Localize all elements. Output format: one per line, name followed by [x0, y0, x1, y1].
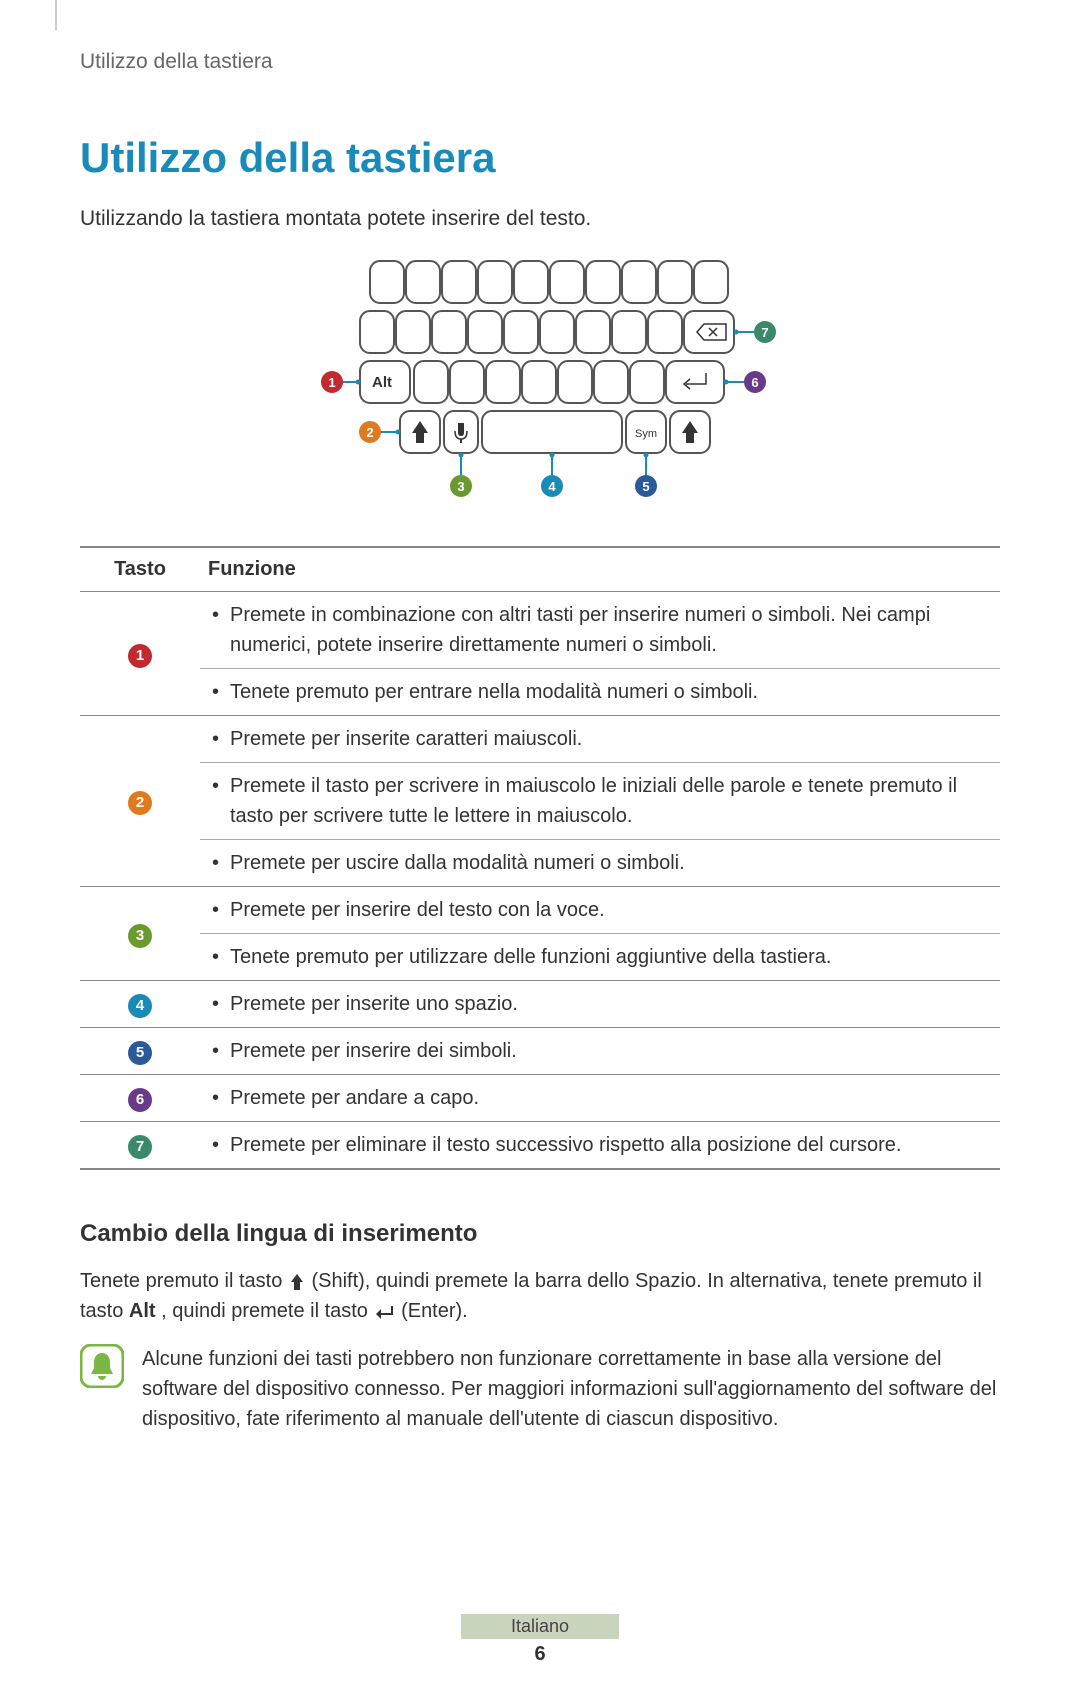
keyboard-svg: Alt Sym 1 2 3 4 5 6 7	[300, 256, 780, 516]
svg-text:2: 2	[366, 425, 373, 440]
func-item: Premete per inserite uno spazio.	[200, 981, 1000, 1027]
func-item: Premete per uscire dalla modalità numeri…	[200, 840, 1000, 886]
func-cell: Premete per inserite uno spazio.	[200, 981, 1000, 1028]
bell-note-icon	[80, 1344, 124, 1388]
func-cell: Premete in combinazione con altri tasti …	[200, 592, 1000, 716]
func-item: Premete per inserire dei simboli.	[200, 1028, 1000, 1074]
callout-badge-3: 3	[128, 924, 152, 948]
key-function-table: Tasto Funzione 1 Premete in combinazione …	[80, 546, 1000, 1170]
callout-badge-5: 5	[128, 1041, 152, 1065]
table-row: 7 Premete per eliminare il testo successi…	[80, 1122, 1000, 1170]
svg-text:7: 7	[761, 325, 768, 340]
table-row: 5 Premete per inserire dei simboli.	[80, 1028, 1000, 1075]
badge-cell: 4	[80, 981, 200, 1028]
page-title: Utilizzo della tastiera	[80, 134, 1000, 182]
footer-language: Italiano	[461, 1614, 619, 1639]
badge-cell: 2	[80, 716, 200, 887]
table-row: 3 Premete per inserire del testo con la v…	[80, 887, 1000, 981]
func-cell: Premete per inserire dei simboli.	[200, 1028, 1000, 1075]
th-key: Tasto	[80, 547, 200, 592]
svg-text:3: 3	[457, 479, 464, 494]
table-row: 2 Premete per inserite caratteri maiuscol…	[80, 716, 1000, 887]
keyboard-diagram: Alt Sym 1 2 3 4 5 6 7	[80, 256, 1000, 516]
func-item: Premete in combinazione con altri tasti …	[200, 592, 1000, 669]
table-row: 1 Premete in combinazione con altri tasti…	[80, 592, 1000, 716]
para-part4: (Enter).	[401, 1300, 468, 1322]
badge-cell: 7	[80, 1122, 200, 1170]
svg-text:6: 6	[751, 375, 758, 390]
func-item: Premete per andare a capo.	[200, 1075, 1000, 1121]
badge-cell: 5	[80, 1028, 200, 1075]
func-item: Premete il tasto per scrivere in maiusco…	[200, 763, 1000, 840]
page-footer: Italiano 6	[80, 1614, 1000, 1666]
func-cell: Premete per eliminare il testo successiv…	[200, 1122, 1000, 1170]
callout-badge-2: 2	[128, 791, 152, 815]
shift-icon	[290, 1273, 304, 1291]
callout-badge-6: 6	[128, 1088, 152, 1112]
th-func: Funzione	[200, 547, 1000, 592]
func-item: Premete per inserite caratteri maiuscoli…	[200, 716, 1000, 763]
callout-badge-4: 4	[128, 994, 152, 1018]
enter-icon	[376, 1304, 394, 1320]
section2-paragraph: Tenete premuto il tasto (Shift), quindi …	[80, 1266, 1000, 1326]
svg-text:4: 4	[548, 479, 556, 494]
func-cell: Premete per inserite caratteri maiuscoli…	[200, 716, 1000, 887]
alt-word: Alt	[129, 1300, 156, 1322]
breadcrumb: Utilizzo della tastiera	[80, 50, 1000, 74]
svg-text:5: 5	[642, 479, 649, 494]
func-item: Premete per inserire del testo con la vo…	[200, 887, 1000, 934]
footer-page-number: 6	[80, 1643, 1000, 1666]
badge-cell: 6	[80, 1075, 200, 1122]
func-cell: Premete per andare a capo.	[200, 1075, 1000, 1122]
func-item: Tenete premuto per entrare nella modalit…	[200, 669, 1000, 715]
para-part1: Tenete premuto il tasto	[80, 1270, 288, 1292]
svg-text:Alt: Alt	[372, 374, 392, 391]
badge-cell: 1	[80, 592, 200, 716]
svg-text:1: 1	[328, 375, 335, 390]
badge-cell: 3	[80, 887, 200, 981]
func-item: Premete per eliminare il testo successiv…	[200, 1122, 1000, 1168]
func-cell: Premete per inserire del testo con la vo…	[200, 887, 1000, 981]
callout-badge-7: 7	[128, 1135, 152, 1159]
func-item: Tenete premuto per utilizzare delle funz…	[200, 934, 1000, 980]
table-row: 6 Premete per andare a capo.	[80, 1075, 1000, 1122]
svg-text:Sym: Sym	[635, 428, 657, 440]
para-part3: , quindi premete il tasto	[161, 1300, 373, 1322]
section2-title: Cambio della lingua di inserimento	[80, 1220, 1000, 1248]
note-text: Alcune funzioni dei tasti potrebbero non…	[142, 1344, 1000, 1434]
note-block: Alcune funzioni dei tasti potrebbero non…	[80, 1344, 1000, 1434]
table-row: 4 Premete per inserite uno spazio.	[80, 981, 1000, 1028]
intro-paragraph: Utilizzando la tastiera montata potete i…	[80, 207, 1000, 231]
callout-badge-1: 1	[128, 644, 152, 668]
